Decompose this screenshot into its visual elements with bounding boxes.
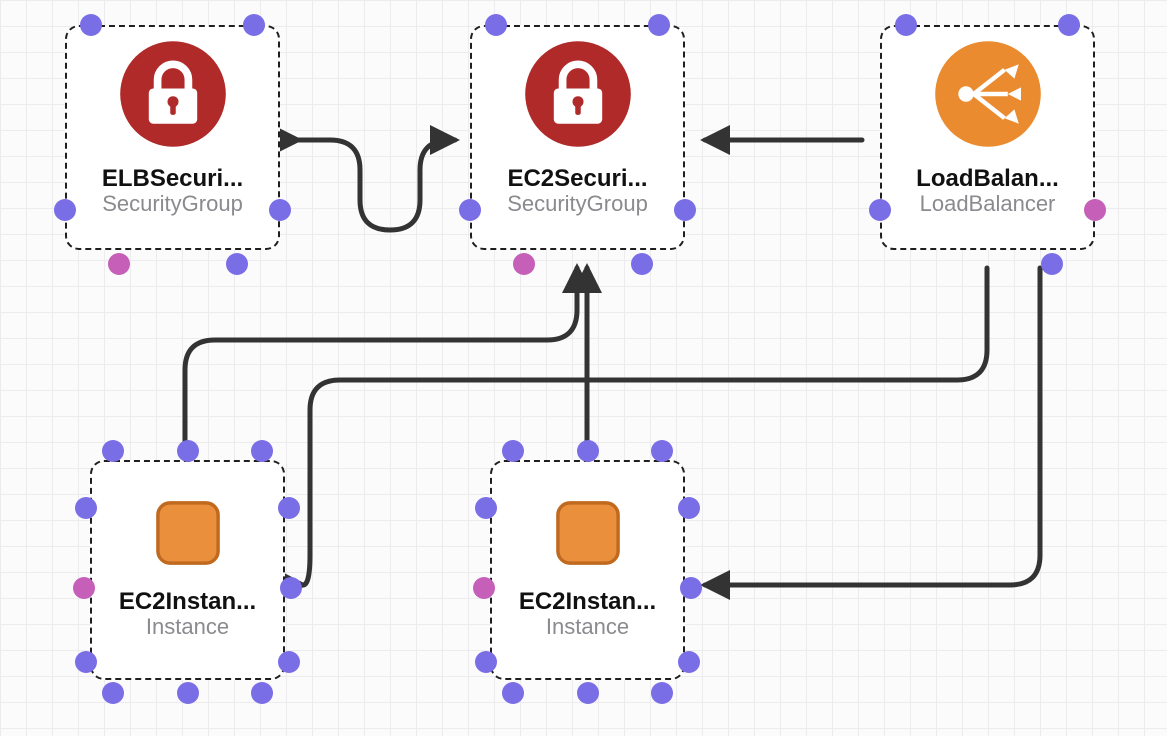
port[interactable]: [80, 14, 102, 36]
node-labels: EC2Securi...SecurityGroup: [478, 165, 677, 217]
node-title: ELBSecuri...: [73, 165, 272, 193]
port[interactable]: [280, 577, 302, 599]
port[interactable]: [502, 440, 524, 462]
port[interactable]: [631, 253, 653, 275]
node-labels: EC2Instan...Instance: [498, 588, 677, 640]
port[interactable]: [648, 14, 670, 36]
port[interactable]: [651, 440, 673, 462]
port[interactable]: [1058, 14, 1080, 36]
port[interactable]: [278, 497, 300, 519]
node-ec2_sg[interactable]: EC2Securi...SecurityGroup: [470, 25, 685, 250]
port[interactable]: [459, 199, 481, 221]
port[interactable]: [678, 651, 700, 673]
lock-icon: [523, 39, 633, 149]
port[interactable]: [226, 253, 248, 275]
port[interactable]: [502, 682, 524, 704]
port[interactable]: [269, 199, 291, 221]
port[interactable]: [674, 199, 696, 221]
port[interactable]: [75, 651, 97, 673]
port[interactable]: [895, 14, 917, 36]
instance-icon: [145, 490, 231, 576]
port[interactable]: [278, 651, 300, 673]
port[interactable]: [73, 577, 95, 599]
node-subtitle: Instance: [498, 614, 677, 640]
node-labels: EC2Instan...Instance: [98, 588, 277, 640]
node-title: LoadBalan...: [888, 165, 1087, 193]
port[interactable]: [577, 440, 599, 462]
diagram-canvas[interactable]: ELBSecuri...SecurityGroup EC2Securi...Se…: [0, 0, 1167, 736]
port[interactable]: [75, 497, 97, 519]
port[interactable]: [869, 199, 891, 221]
node-subtitle: SecurityGroup: [73, 191, 272, 217]
node-labels: ELBSecuri...SecurityGroup: [73, 165, 272, 217]
port[interactable]: [251, 440, 273, 462]
port[interactable]: [177, 440, 199, 462]
port[interactable]: [177, 682, 199, 704]
port[interactable]: [513, 253, 535, 275]
port[interactable]: [54, 199, 76, 221]
loadbalancer-icon: [933, 39, 1043, 149]
node-ec2_b[interactable]: EC2Instan...Instance: [490, 460, 685, 680]
port[interactable]: [1084, 199, 1106, 221]
node-subtitle: SecurityGroup: [478, 191, 677, 217]
node-lb[interactable]: LoadBalan...LoadBalancer: [880, 25, 1095, 250]
node-elb_sg[interactable]: ELBSecuri...SecurityGroup: [65, 25, 280, 250]
port[interactable]: [475, 651, 497, 673]
node-title: EC2Instan...: [498, 588, 677, 616]
port[interactable]: [680, 577, 702, 599]
node-title: EC2Securi...: [478, 165, 677, 193]
port[interactable]: [108, 253, 130, 275]
port[interactable]: [473, 577, 495, 599]
node-ec2_a[interactable]: EC2Instan...Instance: [90, 460, 285, 680]
instance-icon: [545, 490, 631, 576]
node-labels: LoadBalan...LoadBalancer: [888, 165, 1087, 217]
node-subtitle: LoadBalancer: [888, 191, 1087, 217]
node-title: EC2Instan...: [98, 588, 277, 616]
port[interactable]: [485, 14, 507, 36]
port[interactable]: [577, 682, 599, 704]
node-subtitle: Instance: [98, 614, 277, 640]
port[interactable]: [102, 682, 124, 704]
port[interactable]: [678, 497, 700, 519]
port[interactable]: [475, 497, 497, 519]
port[interactable]: [102, 440, 124, 462]
lock-icon: [118, 39, 228, 149]
port[interactable]: [651, 682, 673, 704]
port[interactable]: [1041, 253, 1063, 275]
port[interactable]: [251, 682, 273, 704]
port[interactable]: [243, 14, 265, 36]
